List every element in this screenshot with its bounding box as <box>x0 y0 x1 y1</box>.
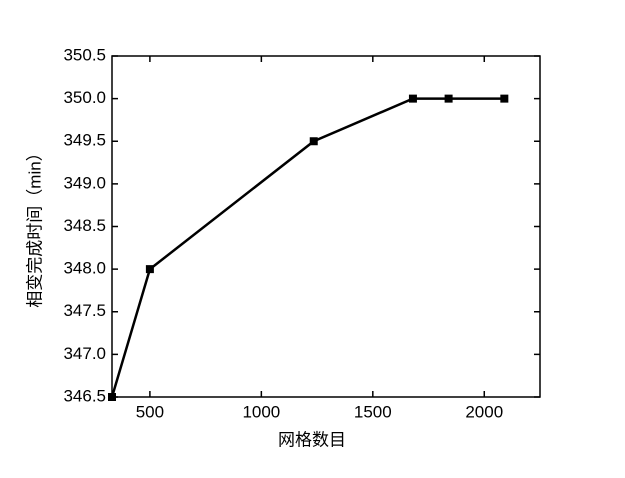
x-tick-label: 500 <box>136 402 164 421</box>
data-marker <box>145 265 154 274</box>
x-tick-label: 1000 <box>242 402 280 421</box>
data-marker <box>408 94 417 103</box>
y-tick-label: 347.0 <box>63 344 106 363</box>
data-marker <box>500 94 509 103</box>
x-tick-label: 2000 <box>465 402 503 421</box>
data-line <box>110 97 505 398</box>
y-tick-label: 350.0 <box>63 88 106 107</box>
y-tick-label: 349.5 <box>63 131 106 150</box>
y-axis-label: 相变完成时间（min） <box>25 144 44 307</box>
x-axis-label: 网格数目 <box>278 430 346 449</box>
y-tick-label: 346.5 <box>63 386 106 405</box>
data-marker <box>108 393 116 401</box>
y-tick-label: 349.0 <box>63 173 106 192</box>
data-marker <box>309 137 318 146</box>
data-marker <box>444 94 453 103</box>
y-tick-label: 348.5 <box>63 216 106 235</box>
y-tick-label: 350.5 <box>63 45 106 64</box>
y-tick-label: 347.5 <box>63 301 106 320</box>
x-tick-label: 1500 <box>354 402 392 421</box>
plot-frame <box>111 55 541 398</box>
y-tick-label: 348.0 <box>63 259 106 278</box>
